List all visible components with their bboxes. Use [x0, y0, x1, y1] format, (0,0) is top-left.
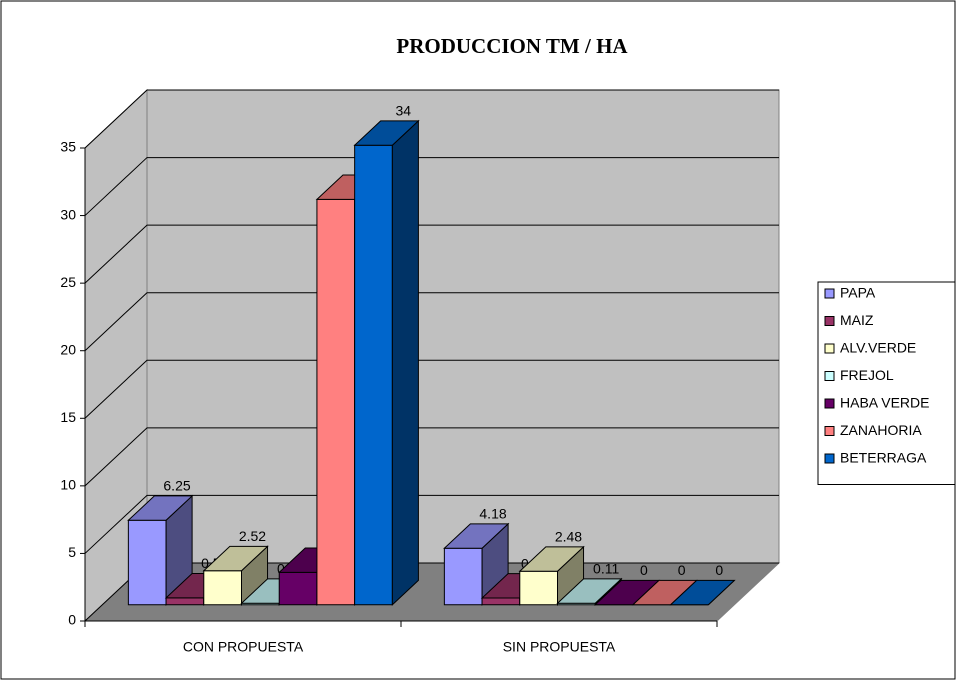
bar-top: [669, 579, 736, 606]
legend-swatch: [824, 316, 835, 326]
back-wall: [146, 89, 780, 564]
bar: [202, 545, 269, 606]
y-tick-label: 20: [60, 341, 76, 357]
legend-label: MAIZ: [840, 312, 874, 328]
legend-label: HABA VERDE: [840, 395, 929, 411]
bar-side: [391, 119, 419, 606]
bar-front: [165, 597, 205, 606]
grid-line: [84, 89, 779, 149]
y-tick-label: 5: [68, 544, 76, 560]
grid-line: [84, 359, 779, 419]
bar: [669, 579, 736, 606]
legend-label: BETERRAGA: [840, 450, 927, 466]
y-tick-label: 0: [68, 612, 76, 628]
grid-line: [84, 157, 779, 216]
value-label: 2.48: [555, 529, 582, 545]
value-label: 4.18: [479, 506, 506, 522]
y-tick-label: 10: [60, 477, 76, 493]
legend-swatch: [824, 453, 835, 464]
legend-label: ZANAHORIA: [840, 422, 922, 438]
bar-front: [316, 198, 356, 606]
value-label: 6.25: [163, 478, 190, 494]
bar: [518, 545, 585, 606]
bar-top: [202, 545, 269, 572]
bar-front: [203, 570, 243, 606]
x-tick-label: SIN PROPUESTA: [503, 639, 616, 655]
value-label: 0: [678, 562, 686, 578]
grid-line: [84, 494, 779, 554]
bar-top: [443, 523, 510, 549]
y-tick-label: 35: [60, 139, 76, 155]
value-label: 0: [715, 562, 723, 578]
legend-label: ALV.VERDE: [840, 340, 916, 356]
legend-swatch: [824, 343, 835, 354]
bar-front: [278, 571, 318, 606]
bar: [127, 494, 194, 606]
legend-label: FREJOL: [840, 367, 894, 383]
bar-front: [481, 597, 521, 606]
bar-top: [518, 546, 585, 572]
y-tick-label: 15: [60, 409, 76, 425]
legend-label: PAPA: [840, 285, 876, 301]
bar-top: [556, 578, 623, 604]
value-label: 34: [396, 103, 412, 119]
bar-front: [443, 547, 483, 606]
grid-line: [84, 224, 779, 284]
grid-line: [84, 427, 779, 487]
legend-swatch: [824, 398, 835, 409]
bar-top: [353, 120, 420, 146]
value-label: 2.52: [239, 528, 266, 544]
y-tick-label: 30: [60, 206, 76, 222]
value-label: 0.11: [593, 561, 619, 577]
value-label: 0: [640, 562, 648, 578]
legend-swatch: [824, 371, 835, 381]
legend-box: [817, 281, 956, 485]
chart-title: PRODUCCION TM / HA: [396, 34, 628, 58]
bar: [353, 119, 420, 606]
x-tick-label: CON PROPUESTA: [183, 639, 304, 655]
bar-front: [519, 570, 559, 606]
legend-swatch: [824, 288, 835, 299]
y-tick-label: 25: [60, 274, 76, 290]
bar-front: [354, 144, 393, 606]
grid-line: [84, 292, 779, 352]
bar-front: [127, 519, 167, 606]
legend-swatch: [824, 426, 835, 436]
bar-top: [127, 495, 194, 521]
